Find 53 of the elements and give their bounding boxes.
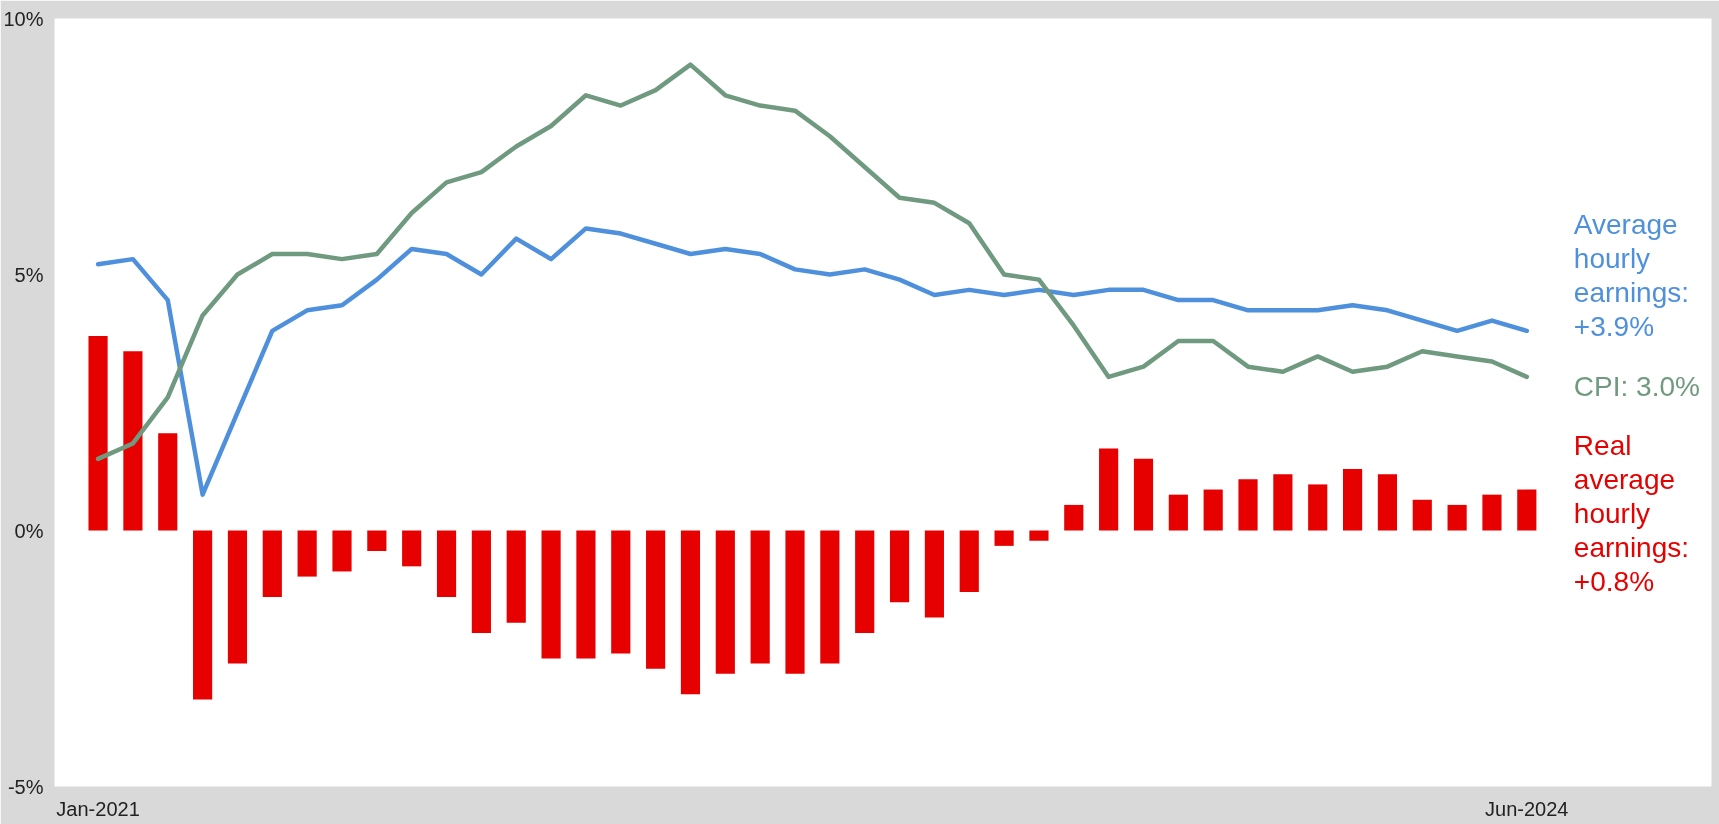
- line-series: [95, 62, 1530, 462]
- bar: [506, 530, 526, 623]
- bar: [402, 530, 422, 567]
- bar: [889, 530, 910, 603]
- bar: [123, 351, 143, 531]
- bar: [1133, 458, 1154, 531]
- y-tick-label: 0%: [14, 519, 44, 542]
- bar: [1308, 484, 1328, 531]
- bar: [227, 530, 248, 664]
- bar: [1447, 504, 1467, 531]
- bar: [994, 530, 1014, 546]
- bar: [1168, 494, 1188, 531]
- bar: [1377, 474, 1397, 531]
- bar: [436, 530, 457, 598]
- bar: [1203, 489, 1223, 531]
- line-series: [95, 226, 1530, 497]
- series-label: Average hourly earnings: +3.9%: [1573, 209, 1690, 343]
- bar: [1482, 494, 1502, 531]
- bar: [646, 530, 666, 669]
- bar: [367, 530, 387, 551]
- bar: [88, 335, 108, 531]
- bar: [576, 530, 596, 659]
- x-tick-label: Jan-2021: [56, 797, 140, 820]
- series-label: Real average hourly earnings: +0.8%: [1573, 430, 1690, 598]
- bar: [820, 530, 840, 664]
- bar: [1029, 530, 1049, 541]
- bar: [1273, 474, 1293, 531]
- bar: [785, 530, 805, 674]
- bar: [1517, 489, 1537, 531]
- bar: [297, 530, 317, 577]
- bar: [611, 530, 631, 654]
- bar: [1342, 469, 1363, 531]
- y-tick-label: 10%: [3, 7, 44, 30]
- bar: [855, 530, 875, 633]
- bar: [262, 530, 282, 598]
- x-tick-label: Jun-2024: [1485, 797, 1569, 820]
- bar: [541, 530, 561, 659]
- y-tick-label: -5%: [7, 775, 44, 798]
- bar: [1099, 448, 1119, 531]
- bar: [680, 530, 701, 695]
- y-tick-label: 5%: [14, 263, 44, 286]
- bar: [332, 530, 352, 572]
- bar: [158, 433, 178, 531]
- bar: [1238, 479, 1258, 531]
- bar: [1412, 499, 1432, 531]
- bar: [924, 530, 944, 618]
- series-label: CPI: 3.0%: [1573, 370, 1700, 402]
- bar: [193, 530, 213, 700]
- bar: [471, 530, 491, 633]
- bar: [959, 530, 979, 592]
- bar: [1064, 504, 1084, 531]
- bar: [750, 530, 770, 664]
- bar: [715, 530, 735, 674]
